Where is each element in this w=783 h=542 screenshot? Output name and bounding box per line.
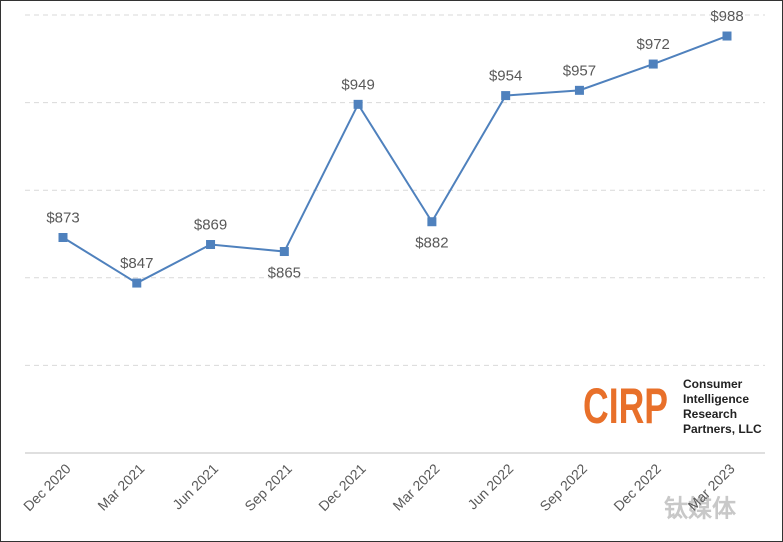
data-label: $882: [415, 235, 448, 252]
marker: [58, 233, 68, 243]
data-label: $954: [489, 68, 522, 85]
data-label: $847: [120, 255, 153, 272]
marker: [722, 31, 732, 41]
marker: [427, 217, 437, 227]
marker: [574, 85, 584, 95]
logo-line: Partners, LLC: [683, 422, 762, 436]
data-label: $949: [341, 76, 374, 93]
marker: [279, 247, 289, 257]
marker: [501, 91, 511, 101]
line: [62, 35, 728, 285]
data-label: $873: [46, 209, 79, 226]
logo: CIRP Consumer Intelligence Research Part…: [583, 377, 762, 436]
logo-line: Consumer: [683, 377, 743, 391]
watermark: 钛媒体: [664, 495, 737, 522]
data-label: $972: [637, 36, 670, 53]
marker: [132, 278, 142, 288]
logo-line: Intelligence: [683, 392, 749, 406]
data-label: $988: [710, 8, 743, 25]
data-label: $869: [194, 216, 227, 233]
logo-line: Research: [683, 407, 737, 421]
marker: [353, 99, 363, 109]
marker: [206, 240, 216, 250]
data-label: $865: [268, 264, 301, 281]
marker: [648, 59, 658, 69]
data-label: $957: [563, 62, 596, 79]
logo-mark: CIRP: [583, 378, 668, 434]
